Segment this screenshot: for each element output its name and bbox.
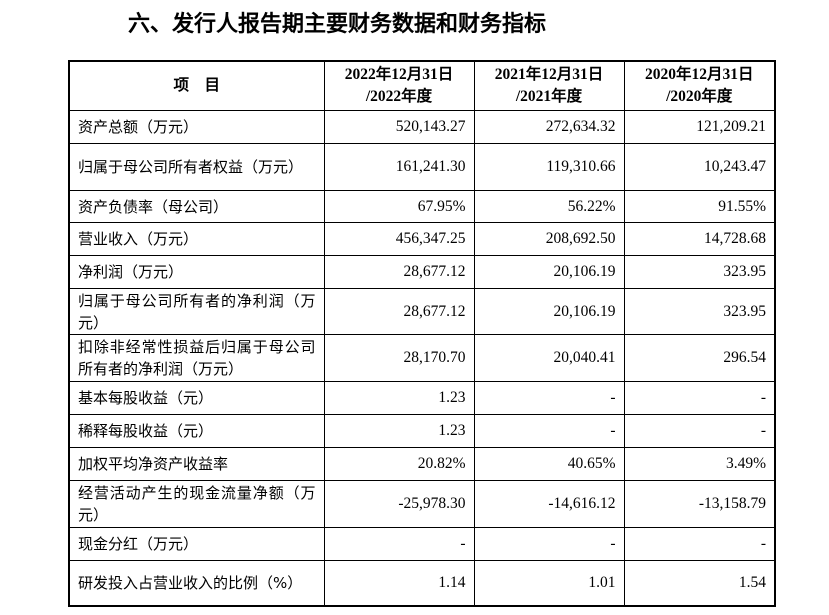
value-cell: 1.01 [473,560,625,606]
label-cell: 资产负债率（母公司） [68,190,325,223]
value-cell: - [623,414,776,448]
header-row: 项 目 2022年12月31日 /2022年度 2021年12月31日 /2021年… [68,60,776,111]
label-cell: 扣除非经常性损益后归属于母公司所有者的净利润（万元） [68,334,325,382]
value-cell: 1.14 [323,560,475,606]
table-row: 研发投入占营业收入的比例（%） 1.14 1.01 1.54 [68,560,776,606]
label-cell: 净利润（万元） [68,255,325,289]
value-cell: 161,241.30 [323,143,475,191]
table-row: 归属于母公司所有者权益（万元） 161,241.30 119,310.66 10,24… [68,143,776,191]
value-cell: - [473,527,625,561]
header-cell: 项 目 [68,60,325,111]
value-cell: 1.54 [623,560,776,606]
value-cell: 208,692.50 [473,222,625,256]
value-cell: - [623,381,776,415]
value-cell: 28,170.70 [323,334,475,382]
value-cell: 272,634.32 [473,110,625,144]
value-cell: 296.54 [623,334,776,382]
table-row: 资产负债率（母公司） 67.95% 56.22% 91.55% [68,190,776,223]
table-row: 净利润（万元） 28,677.12 20,106.19 323.95 [68,255,776,289]
value-cell: 121,209.21 [623,110,776,144]
value-cell: 91.55% [623,190,776,223]
label-cell: 归属于母公司所有者的净利润（万元） [68,288,325,335]
value-cell: -13,158.79 [623,480,776,528]
value-cell: 456,347.25 [323,222,475,256]
table-row: 稀释每股收益（元） 1.23- - [68,414,776,448]
value-cell: 119,310.66 [473,143,625,191]
value-cell: - [623,527,776,561]
table-row: 现金分红（万元） - - - [68,527,776,561]
value-cell: 67.95% [323,190,475,223]
value-cell: -25,978.30 [323,480,475,528]
value-cell: 323.95 [623,255,776,289]
value-cell: 520,143.27 [323,110,475,144]
value-cell: 20.82% [323,447,475,481]
value-cell: 20,040.41 [473,334,625,382]
label-cell: 经营活动产生的现金流量净额（万元） [68,480,325,528]
label-cell: 稀释每股收益（元） [68,414,325,448]
value-cell: 3.49% [623,447,776,481]
label-cell: 现金分红（万元） [68,527,325,561]
value-cell: 28,677.12 [323,288,475,335]
value-cell: 20,106.19 [473,288,625,335]
value-cell: 40.65% [473,447,625,481]
value-cell: - [323,527,475,561]
table-row: 加权平均净资产收益率 20.82% 40.65% 3.49% [68,447,776,481]
value-cell: 28,677.12 [323,255,475,289]
label-cell: 基本每股收益（元） [68,381,325,415]
value-cell: 1.23 [323,414,475,448]
financial-table: 项 目 2022年12月31日 /2022年度 2021年12月31日 /2021年… [68,60,776,607]
label-cell: 营业收入（万元） [68,222,325,256]
value-cell: 56.22% [473,190,625,223]
value-cell: 20,106.19 [473,255,625,289]
table-row: 营业收入（万元） 456,347.25 208,692.50 14,728.68 [68,222,776,256]
value-cell: 14,728.68 [623,222,776,256]
table-row: 归属于母公司所有者的净利润（万元） 28,677.12 20,106.19 323.9… [68,288,776,335]
table-row: 扣除非经常性损益后归属于母公司所有者的净利润（万元） 28,170.70 20,04… [68,334,776,382]
value-cell: 10,243.47 [623,143,776,191]
header-cell: 2022年12月31日 /2022年度 [323,60,475,111]
header-cell: 2020年12月31日 /2020年度 [623,60,776,111]
table-row: 基本每股收益（元） 1.23- - [68,381,776,415]
section-title: 六、发行人报告期主要财务数据和财务指标 [128,12,547,37]
table-row: 资产总额（万元） 520,143.27 272,634.32 121,209.21 [68,110,776,144]
header-cell: 2021年12月31日 /2021年度 [473,60,625,111]
label-cell: 资产总额（万元） [68,110,325,144]
value-cell: 1.23 [323,381,475,415]
value-cell: - [473,414,625,448]
value-cell: - [473,381,625,415]
label-cell: 研发投入占营业收入的比例（%） [68,560,325,606]
table-row: 经营活动产生的现金流量净额（万元） -25,978.30 -14,616.12 -13… [68,480,776,528]
value-cell: 323.95 [623,288,776,335]
value-cell: -14,616.12 [473,480,625,528]
label-cell: 加权平均净资产收益率 [68,447,325,481]
label-cell: 归属于母公司所有者权益（万元） [68,143,325,191]
